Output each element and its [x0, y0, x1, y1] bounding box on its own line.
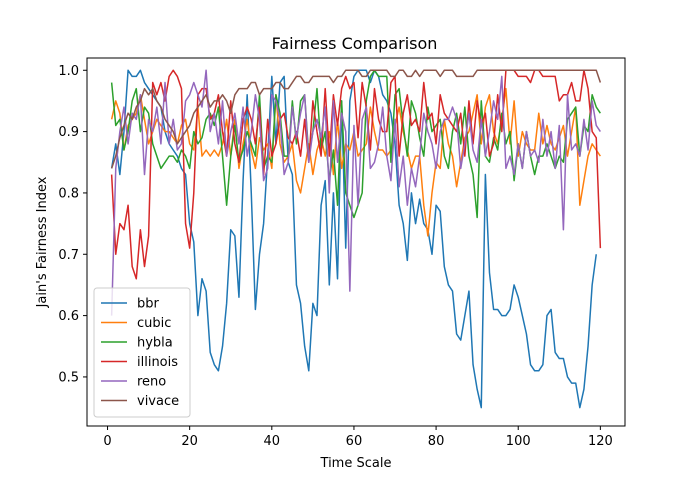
series-line-vivace	[110, 69, 602, 169]
x-tick-label: 20	[181, 434, 198, 449]
series-line-bbr	[110, 69, 597, 409]
legend-label-vivace: vivace	[137, 394, 179, 409]
y-tick-label: 0.7	[58, 248, 79, 263]
x-tick-label: 60	[346, 434, 363, 449]
x-tick-label: 0	[103, 434, 111, 449]
plot-frame	[86, 57, 626, 427]
legend-label-reno: reno	[137, 375, 166, 390]
legend-label-illinois: illinois	[137, 355, 178, 370]
y-tick-label: 0.9	[58, 125, 79, 140]
legend-label-hybla: hybla	[137, 336, 173, 351]
legend-label-bbr: bbr	[137, 297, 160, 312]
x-tick-label: 80	[428, 434, 445, 449]
chart-title: Fairness Comparison	[272, 34, 438, 53]
axis-layer: 0 20 40 60 80 100 120 0.5 0.6 0.7 0.8 0.9 1.0	[58, 64, 612, 449]
x-axis-label: Time Scale	[320, 456, 392, 471]
y-tick-label: 0.5	[58, 370, 79, 385]
y-tick-label: 1.0	[58, 64, 79, 79]
y-tick-label: 0.8	[58, 186, 79, 201]
y-tick-label: 0.6	[58, 309, 79, 324]
series-layer	[110, 69, 602, 409]
series-line-illinois	[110, 69, 602, 280]
legend: bbr cubic hybla illinois reno vivace	[93, 287, 191, 418]
x-tick-label: 100	[506, 434, 531, 449]
series-line-reno	[110, 69, 601, 316]
legend-box	[93, 287, 191, 418]
x-tick-label: 40	[264, 434, 281, 449]
x-tick-label: 120	[588, 434, 613, 449]
y-axis-label: Jain's Fairness Index	[35, 176, 50, 308]
legend-label-cubic: cubic	[137, 316, 171, 331]
